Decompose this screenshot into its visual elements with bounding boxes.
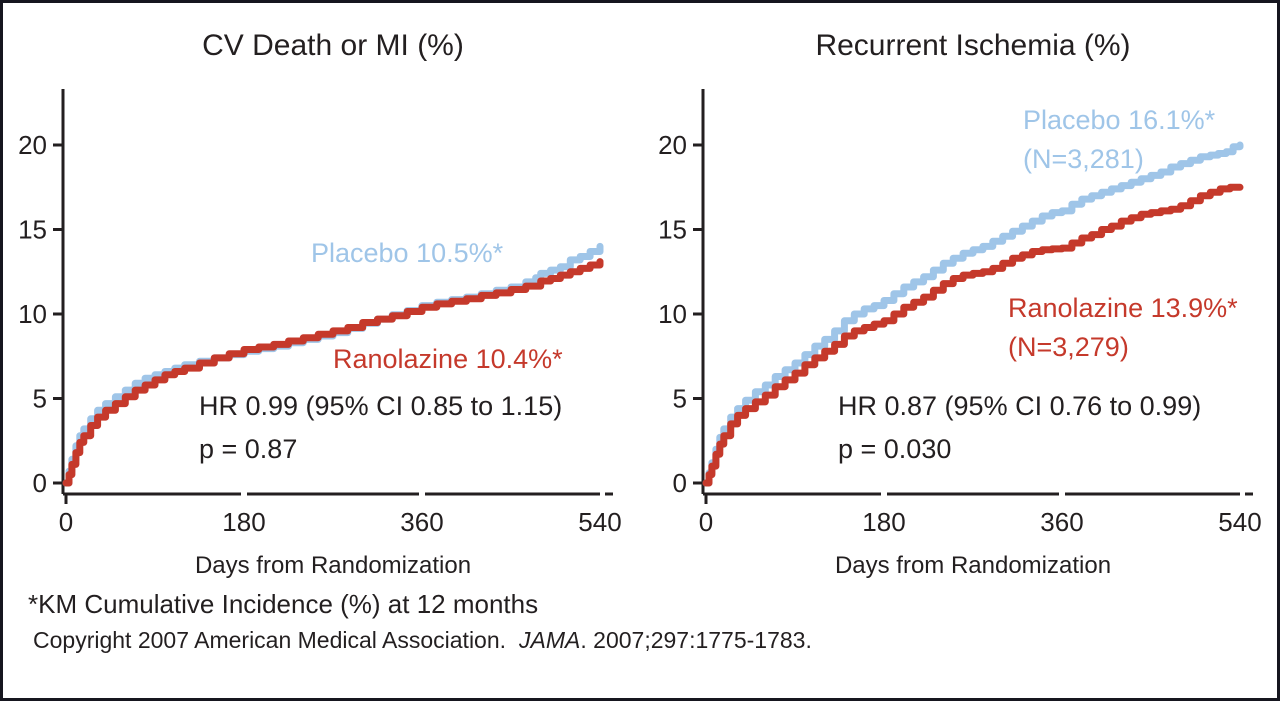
chart-recurrent-ischemia: Recurrent Ischemia (%) 0 5 10 15 20 0 180 360 54… bbox=[643, 3, 1277, 588]
placebo-series-n-label: (N=3,281) bbox=[1023, 144, 1144, 175]
chart-cv-death-or-mi: CV Death or MI (%) 0 5 10 15 20 0 180 360 540 Pl… bbox=[3, 3, 643, 588]
x-tick-label: 540 bbox=[578, 507, 621, 537]
km-plot: 0 5 10 15 20 0 180 360 540 bbox=[18, 89, 622, 537]
km-curve-ranolazine bbox=[62, 258, 604, 487]
ranolazine-series-label: Ranolazine 10.4%* bbox=[333, 344, 563, 374]
y-tick-label: 0 bbox=[33, 468, 47, 498]
y-tick-label: 10 bbox=[658, 299, 687, 329]
x-axis-label: Days from Randomization bbox=[194, 552, 472, 579]
x-tick-label: 0 bbox=[699, 507, 713, 537]
ranolazine-series-label-line1: Ranolazine 13.9%* bbox=[1008, 293, 1238, 323]
x-tick-label: 360 bbox=[1040, 507, 1083, 537]
placebo-series-label: Placebo 16.1%* (N=3,281) bbox=[1023, 101, 1215, 179]
x-tick-label: 360 bbox=[400, 507, 443, 537]
hazard-ratio-text: HR 0.99 (95% CI 0.85 to 1.15) bbox=[199, 391, 563, 421]
placebo-series-label-line1: Placebo 16.1%* bbox=[1023, 105, 1216, 135]
citation-text: . 2007;297:1775-1783. bbox=[580, 627, 812, 653]
ranolazine-series-n-label: (N=3,279) bbox=[1008, 332, 1129, 363]
y-tick-label: 20 bbox=[658, 130, 687, 160]
x-tick-label: 180 bbox=[862, 507, 905, 537]
copyright-text: Copyright 2007 American Medical Associat… bbox=[33, 627, 507, 653]
y-tick-label: 0 bbox=[673, 468, 687, 498]
ranolazine-series-label: Ranolazine 13.9%* (N=3,279) bbox=[1008, 289, 1238, 367]
x-axis-label: Days from Randomization bbox=[834, 552, 1112, 579]
copyright-line: Copyright 2007 American Medical Associat… bbox=[33, 627, 812, 654]
km-plot: 0 5 10 15 20 0 180 360 540 bbox=[658, 89, 1262, 537]
hazard-ratio-text: HR 0.87 (95% CI 0.76 to 0.99) bbox=[838, 391, 1202, 421]
placebo-series-label: Placebo 10.5%* bbox=[311, 238, 504, 268]
x-tick-label: 540 bbox=[1218, 507, 1261, 537]
y-tick-label: 15 bbox=[658, 215, 687, 245]
y-tick-label: 10 bbox=[18, 299, 47, 329]
km-curve-ranolazine bbox=[702, 183, 1244, 487]
x-tick-label: 0 bbox=[59, 507, 73, 537]
km-footnote: *KM Cumulative Incidence (%) at 12 month… bbox=[28, 589, 539, 619]
x-tick-label: 180 bbox=[222, 507, 265, 537]
km-curve-placebo bbox=[702, 141, 1244, 487]
chart-title: Recurrent Ischemia (%) bbox=[815, 29, 1131, 62]
y-tick-label: 5 bbox=[673, 384, 687, 414]
y-tick-label: 20 bbox=[18, 130, 47, 160]
chart-title: CV Death or MI (%) bbox=[202, 29, 464, 62]
journal-name: JAMA bbox=[519, 627, 581, 653]
p-value-text: p = 0.030 bbox=[838, 434, 952, 464]
y-tick-label: 15 bbox=[18, 215, 47, 245]
y-tick-label: 5 bbox=[33, 384, 47, 414]
p-value-text: p = 0.87 bbox=[199, 434, 298, 464]
